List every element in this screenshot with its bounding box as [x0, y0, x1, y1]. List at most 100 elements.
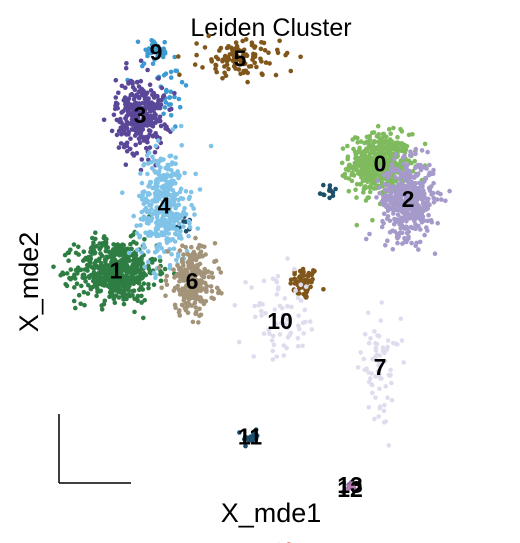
- scatter-point-cluster-5: [202, 45, 208, 50]
- scatter-point-cluster-1: [81, 249, 87, 254]
- scatter-point-cluster-4: [170, 197, 176, 203]
- scatter-point-cluster-10: [259, 308, 264, 314]
- scatter-point-cluster-7: [375, 369, 381, 374]
- scatter-point-cluster-5: [194, 52, 199, 58]
- scatter-point-cluster-0: [356, 169, 362, 175]
- scatter-point-cluster-6: [212, 241, 218, 246]
- cluster-label-9: 9: [150, 39, 163, 65]
- scatter-point-cluster-10: [292, 266, 297, 272]
- scatter-point-cluster-0: [386, 127, 392, 132]
- scatter-point: [317, 191, 323, 196]
- scatter-point-cluster-3: [143, 94, 148, 100]
- scatter-point-cluster-5: [224, 59, 230, 64]
- scatter-point-cluster-1: [120, 278, 126, 284]
- scatter-point-cluster-0: [382, 138, 388, 144]
- scatter-point-cluster-11: [246, 438, 252, 443]
- scatter-point-cluster-0: [343, 175, 349, 180]
- scatter-point-cluster-7: [377, 386, 382, 392]
- scatter-point-cluster-10: [270, 276, 276, 282]
- scatter-point: [168, 89, 174, 94]
- scatter-point-cluster-1: [105, 265, 110, 271]
- scatter-point-cluster-10: [298, 282, 304, 288]
- scatter-point-cluster-5: [232, 60, 238, 65]
- scatter-point-cluster-10: [266, 327, 272, 333]
- scatter-point: [176, 96, 182, 102]
- scatter-point-cluster-3: [145, 122, 151, 128]
- scatter-point-cluster-0: [363, 198, 369, 203]
- scatter-point-cluster-1: [130, 288, 135, 294]
- scatter-point-cluster-2: [385, 208, 391, 213]
- scatter-point-cluster-11: [243, 435, 249, 440]
- scatter-point-cluster-4: [157, 254, 163, 260]
- scatter-point-cluster-6: [193, 235, 198, 241]
- scatter-point-cluster-2: [413, 146, 419, 152]
- scatter-point-cluster-1: [76, 244, 81, 250]
- scatter-point-cluster-4: [155, 208, 161, 213]
- scatter-point-cluster-1: [162, 266, 168, 272]
- scatter-point-cluster-10: [301, 331, 307, 336]
- cluster-label-0: 0: [374, 151, 387, 177]
- scatter-point-cluster-7: [399, 338, 405, 343]
- scatter-point-cluster-3: [147, 132, 152, 137]
- scatter-point-cluster-2: [395, 240, 400, 246]
- scatter-point-cluster-2: [418, 227, 423, 232]
- scatter-point-cluster-1: [71, 242, 77, 247]
- scatter-point-cluster-0: [382, 152, 387, 158]
- scatter-point-cluster-3: [152, 150, 158, 155]
- scatter-point-cluster-10: [263, 311, 268, 316]
- scatter-point-cluster-0: [373, 171, 378, 176]
- scatter-point-cluster-6: [219, 291, 224, 296]
- scatter-point-cluster-7: [366, 340, 372, 346]
- scatter-point-cluster-0: [350, 137, 356, 142]
- scatter-point-cluster-1: [111, 278, 116, 283]
- scatter-point-cluster-13: [345, 487, 350, 493]
- scatter-point-cluster-3: [137, 88, 142, 94]
- scatter-point-cluster-1: [152, 257, 158, 262]
- scatter-point-cluster-0: [373, 155, 378, 161]
- scatter-point-cluster-1: [138, 285, 143, 291]
- scatter-point-cluster-10: [275, 273, 281, 279]
- scatter-point-cluster-2: [375, 178, 380, 183]
- scatter-point-cluster-6: [216, 266, 222, 271]
- scatter-point-cluster-2: [402, 237, 408, 243]
- scatter-point-cluster-10: [285, 256, 290, 261]
- scatter-point-cluster-10: [284, 345, 290, 351]
- scatter-point-cluster-1: [80, 272, 86, 278]
- scatter-point: [301, 273, 307, 278]
- scatter-point-cluster-3: [151, 105, 156, 110]
- scatter-point-cluster-2: [414, 210, 420, 215]
- scatter-point-cluster-2: [367, 231, 372, 237]
- scatter-point-cluster-5: [239, 57, 244, 62]
- scatter-point-cluster-6: [194, 309, 199, 315]
- scatter-point-cluster-3: [126, 81, 131, 86]
- scatter-point-cluster-10: [295, 295, 301, 301]
- scatter-point-cluster-9: [158, 50, 163, 56]
- scatter-point-cluster-1: [131, 239, 136, 245]
- scatter-point-cluster-9: [155, 44, 161, 49]
- scatter-point-cluster-0: [371, 144, 376, 150]
- scatter-point-cluster-1: [142, 297, 147, 303]
- scatter-point-cluster-6: [171, 267, 176, 273]
- scatter-point: [179, 79, 185, 85]
- scatter-point-cluster-6: [181, 286, 186, 292]
- scatter-point-cluster-10: [270, 333, 276, 339]
- scatter-point-cluster-4: [140, 189, 145, 195]
- scatter-point-cluster-3: [115, 101, 120, 107]
- scatter-point-cluster-4: [170, 127, 176, 132]
- scatter-point-cluster-6: [194, 296, 199, 302]
- scatter-point-cluster-1: [112, 300, 118, 306]
- scatter-point-cluster-5: [238, 48, 243, 54]
- scatter-point-cluster-4: [178, 196, 184, 201]
- scatter-point-cluster-0: [381, 146, 387, 151]
- scatter-point-cluster-4: [149, 165, 155, 171]
- scatter-point: [330, 193, 336, 198]
- scatter-point: [172, 94, 177, 100]
- cluster-label-5: 5: [234, 46, 247, 72]
- scatter-point-cluster-1: [114, 283, 119, 288]
- scatter-point-cluster-3: [136, 119, 142, 124]
- scatter-point-cluster-2: [385, 216, 390, 221]
- scatter-point-cluster-4: [186, 196, 192, 202]
- scatter-point-cluster-1: [123, 286, 129, 291]
- cluster-label-11: 11: [238, 424, 263, 450]
- scatter-point-cluster-3: [130, 79, 135, 85]
